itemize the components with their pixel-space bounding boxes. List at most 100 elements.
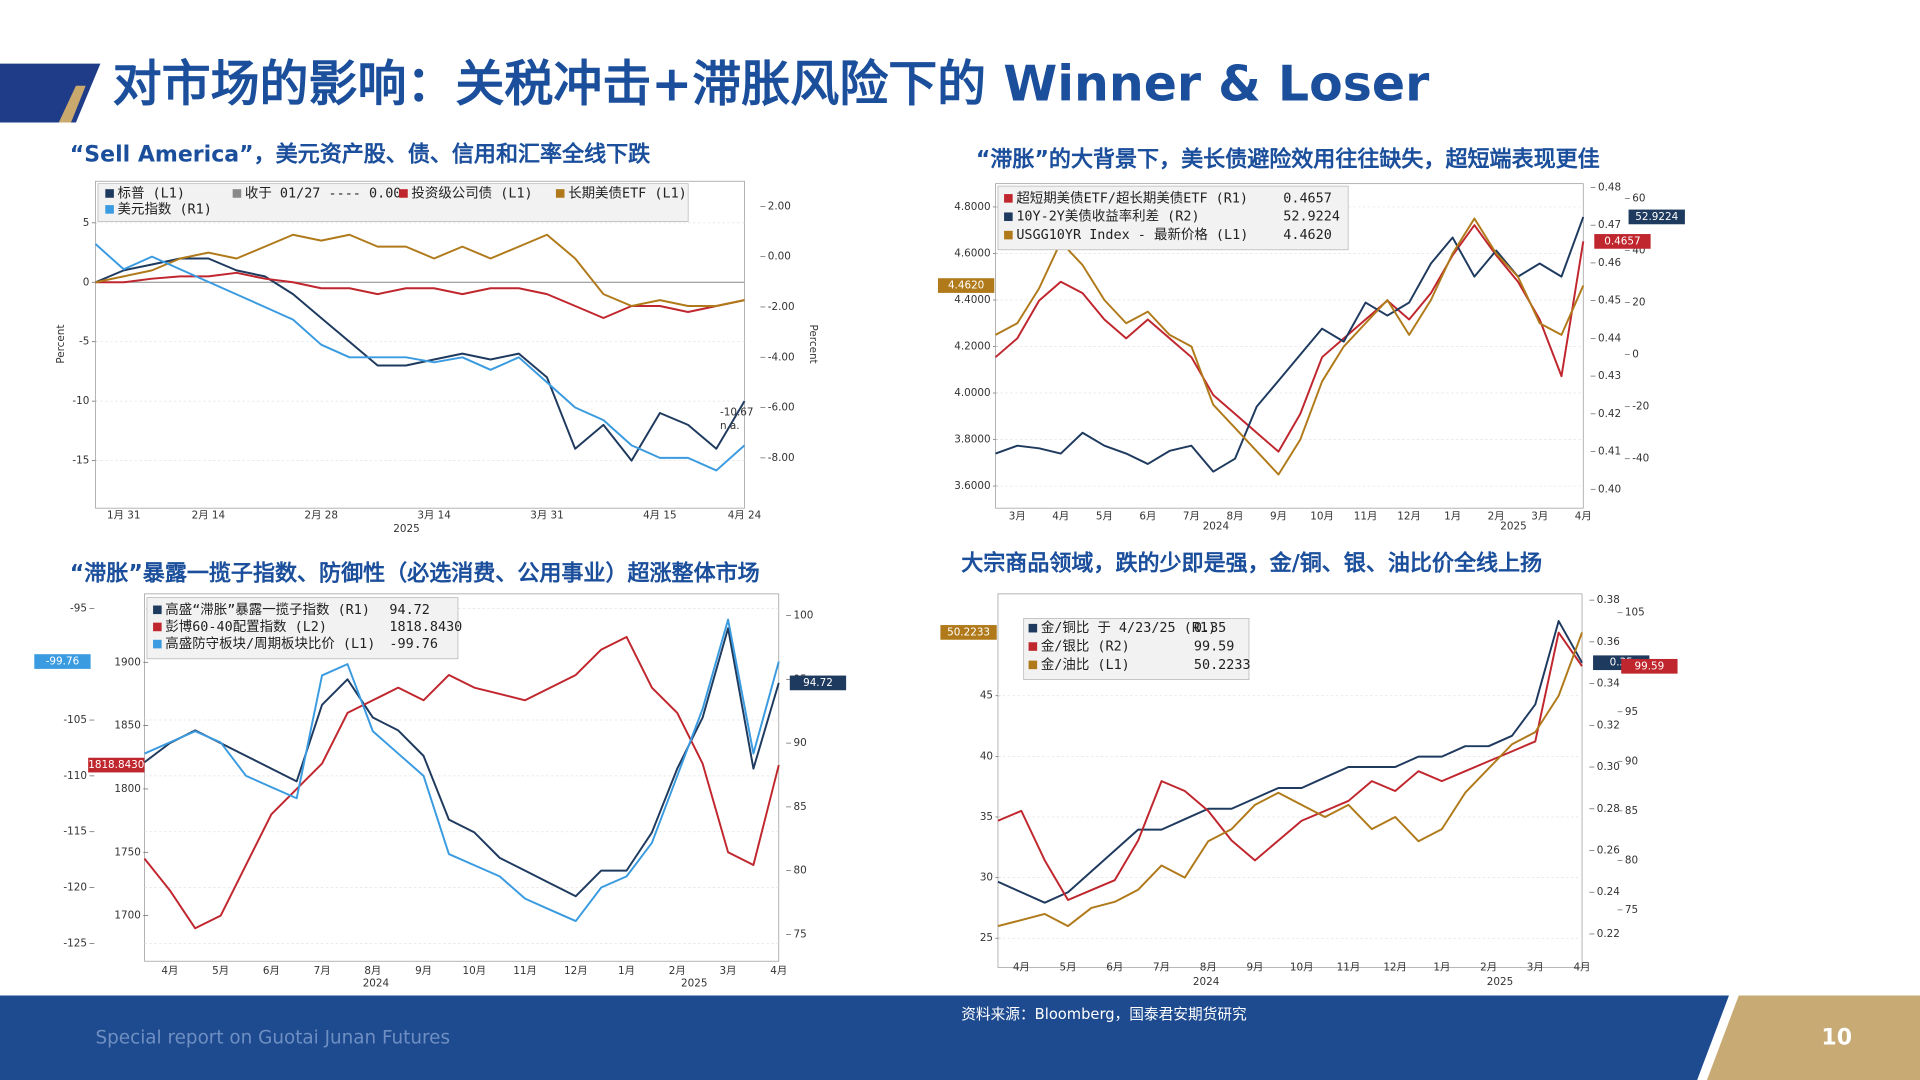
legend-label: 美元指数 (R1)	[118, 201, 212, 217]
annotation: -10.67	[720, 407, 754, 419]
legend-label: USGG10YR Index - 最新价格 (L1)	[1016, 227, 1248, 243]
y-tick-label: 0.30	[1597, 761, 1620, 773]
y-tick-label: 85	[793, 801, 806, 813]
page-number: 10	[1821, 1025, 1852, 1050]
y-tick-label: 0.26	[1597, 845, 1620, 857]
last-value-label: 1818.8430	[88, 759, 144, 771]
x-tick-label: 4月	[1052, 511, 1069, 523]
x-tick-label: 12月	[1383, 961, 1407, 973]
y-tick-label: -110	[63, 770, 87, 782]
legend-box	[1023, 618, 1250, 680]
x-year-label: 2025	[1500, 521, 1526, 533]
y-tick-label: -5	[79, 336, 89, 348]
legend-label: 长期美债ETF (L1)	[568, 185, 687, 201]
y-tick-label: 75	[1625, 904, 1638, 916]
legend-box	[97, 183, 689, 222]
last-value-flag	[1628, 209, 1685, 225]
x-tick-label: 9月	[1270, 511, 1287, 523]
y-tick-label: 0.28	[1597, 803, 1620, 815]
series-line	[95, 257, 746, 462]
legend-swatch	[1004, 212, 1013, 222]
last-value-label: 52.9224	[1635, 211, 1678, 223]
series-line	[997, 631, 1583, 901]
x-tick-label: 5月	[1096, 511, 1113, 523]
x-tick-label: 1月	[1433, 961, 1450, 973]
axis-label: Percent	[807, 325, 819, 364]
y-tick-label: 1700	[114, 910, 140, 922]
legend-value: 1818.8430	[389, 620, 462, 635]
x-tick-label: 4月	[770, 965, 787, 977]
x-tick-label: 2月	[1488, 511, 1505, 523]
footer-text: Special report on Guotai Junan Futures	[96, 1027, 451, 1048]
x-tick-label: 7月	[314, 965, 331, 977]
last-value-flag	[1621, 658, 1678, 674]
x-tick-label: 2月 14	[192, 510, 226, 522]
chart-title: “Sell America”，美元资产股、债、信用和汇率全线下跌	[70, 142, 651, 168]
x-year-label: 2024	[1193, 976, 1220, 988]
y-tick-label: 0	[1632, 349, 1639, 361]
series-line	[144, 618, 780, 923]
series-line	[143, 627, 780, 898]
legend-label: 高盛防守板块/周期板块比价 (L1)	[165, 635, 375, 652]
legend-swatch	[1004, 230, 1013, 240]
legend-box	[146, 597, 459, 660]
legend-label: 金/银比 (R2)	[1041, 639, 1130, 655]
last-value-label: 50.2233	[947, 626, 990, 638]
x-tick-label: 4月 24	[728, 510, 762, 522]
x-tick-label: 3月	[1531, 511, 1548, 523]
y-tick-label: 80	[1625, 854, 1638, 866]
chart-title: 大宗商品领域，跌的少即是强，金/铜、银、油比价全线上扬	[961, 550, 1542, 576]
legend-value: 52.9224	[1283, 210, 1340, 225]
x-year-label: 2024	[363, 977, 390, 989]
legend-value: 94.72	[389, 603, 430, 618]
y-tick-label: 0	[83, 276, 90, 288]
y-tick-label: -8.00	[768, 452, 795, 464]
y-tick-label: 0.45	[1598, 295, 1621, 307]
y-tick-label: 4.8000	[954, 201, 990, 213]
legend-label: 高盛“滞胀”暴露一揽子指数 (R1)	[165, 601, 370, 618]
last-value-label: 99.59	[1635, 660, 1665, 672]
legend-swatch	[1028, 642, 1038, 651]
legend-value: 0.4657	[1283, 191, 1332, 206]
x-tick-label: 10月	[463, 965, 487, 977]
legend-swatch	[232, 189, 242, 198]
y-tick-label: 1850	[114, 720, 140, 732]
x-year-label: 2025	[393, 523, 419, 535]
legend-swatch	[1004, 194, 1013, 203]
x-tick-label: 11月	[1337, 961, 1361, 973]
y-tick-label: 3.8000	[954, 434, 990, 446]
legend-swatch	[105, 189, 114, 198]
y-tick-label: 1900	[114, 656, 140, 668]
y-tick-label: -120	[63, 882, 87, 894]
y-tick-label: -6.00	[768, 402, 795, 414]
legend-value: 4.4620	[1283, 228, 1332, 243]
x-tick-label: 11月	[513, 965, 537, 977]
legend-value: 99.59	[1194, 640, 1235, 655]
x-tick-label: 1月	[618, 965, 635, 977]
legend-label: 超短期美债ETF/超长期美债ETF (R1)	[1016, 190, 1248, 206]
legend-label: 收于 01/27 ---- 0.00	[245, 185, 401, 201]
x-tick-label: 5月	[1060, 961, 1077, 973]
y-tick-label: 5	[83, 217, 90, 229]
header-accent	[58, 85, 86, 123]
series-line	[994, 224, 1585, 453]
y-tick-label: -20	[1632, 401, 1649, 413]
y-tick-label: -10	[72, 395, 89, 407]
y-tick-label: 0.46	[1598, 257, 1621, 269]
x-tick-label: 3月	[1009, 511, 1026, 523]
page-title: 对市场的影响：关税冲击+滞胀风险下的 Winner & Loser	[113, 55, 1430, 112]
x-tick-label: 3月 31	[530, 510, 564, 522]
legend-label: 金/油比 (L1)	[1041, 657, 1130, 673]
y-tick-label: 80	[793, 865, 806, 877]
y-tick-label: 3.6000	[954, 480, 990, 492]
x-year-label: 2024	[1203, 521, 1230, 533]
source-note: 资料来源：Bloomberg，国泰君安期货研究	[961, 1006, 1247, 1023]
x-tick-label: 2月	[1480, 961, 1497, 973]
series-line	[997, 632, 1583, 928]
y-tick-label: 40	[1632, 245, 1645, 257]
x-tick-label: 4月	[1575, 511, 1592, 523]
series-line	[143, 636, 780, 930]
y-tick-label: 90	[793, 737, 806, 749]
y-tick-label: 0.44	[1598, 332, 1622, 344]
